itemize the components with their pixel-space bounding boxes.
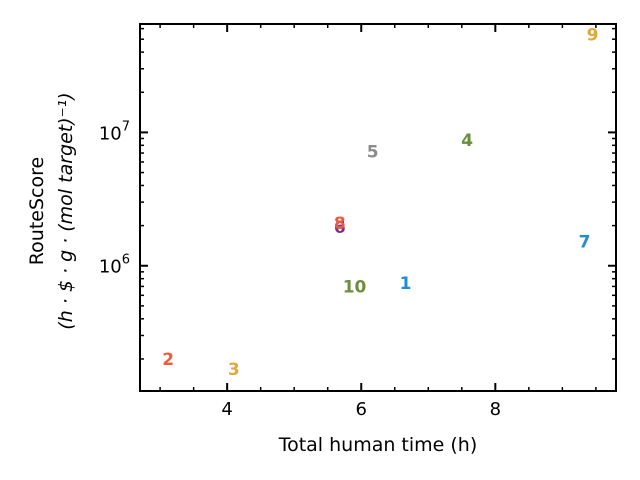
data-points: 1 2 3 4 5 6 7 8 9 10 (162, 26, 598, 380)
x-tick-labels: 4 6 8 (221, 399, 501, 420)
y-tick-labels: 106 107 (99, 119, 130, 277)
data-point-4: 4 (461, 131, 473, 151)
y-tick-label: 107 (99, 119, 130, 144)
x-axis-label: Total human time (h) (278, 434, 478, 456)
data-point-8: 8 (334, 214, 346, 234)
major-ticks (140, 24, 616, 391)
x-tick-label: 8 (490, 399, 501, 420)
minor-ticks (140, 24, 616, 391)
data-point-10: 10 (343, 277, 367, 297)
plot-frame (139, 23, 617, 392)
x-tick-label: 4 (221, 399, 232, 420)
y-axis-label-line2: (h · $ · g · (mol target)⁻¹) (55, 92, 77, 329)
x-tick-label: 6 (356, 399, 367, 420)
data-point-9: 9 (587, 26, 599, 46)
data-point-2: 2 (162, 350, 174, 370)
data-point-5: 5 (367, 142, 379, 162)
data-point-7: 7 (579, 232, 591, 252)
data-point-1: 1 (400, 274, 412, 294)
data-point-6: 6 (334, 218, 346, 238)
data-point-3: 3 (228, 360, 240, 380)
y-tick-label: 106 (99, 253, 130, 278)
y-axis-label-line1: RouteScore (26, 157, 48, 265)
